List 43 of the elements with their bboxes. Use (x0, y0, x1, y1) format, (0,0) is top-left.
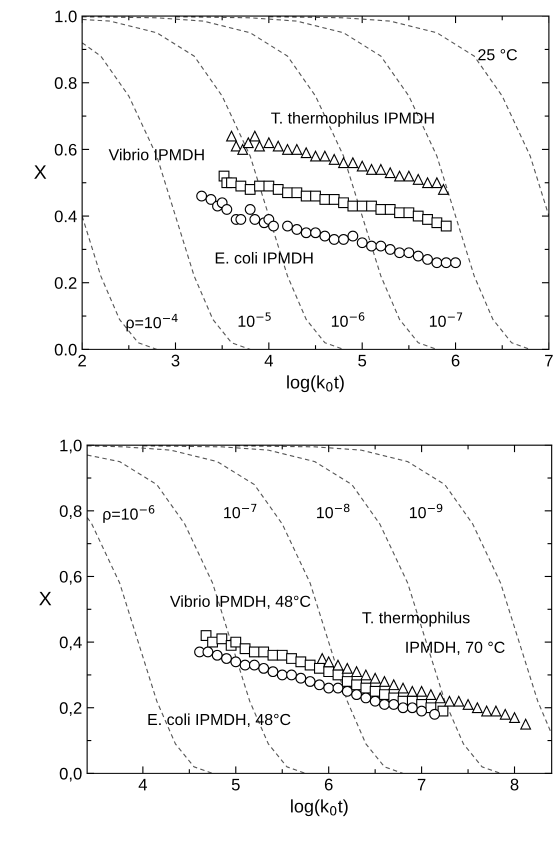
x-tick-label: 6 (324, 778, 333, 790)
x-tick-label: 3 (171, 354, 180, 366)
x-tick-label: 2 (78, 354, 86, 366)
annotation: ρ=10$^{−4}$ (126, 314, 178, 332)
y-tick-label: 0,6 (60, 570, 82, 585)
annotation: 10$^{−6}$ (332, 312, 364, 327)
annotation: Vibrio IPMDH, 48°C (170, 595, 310, 609)
annotation: 10$^{−9}$ (410, 504, 442, 518)
annotation: E. coli IPMDH, 48°C (148, 713, 290, 728)
x-axis-title: log(k$_{0}$t) (287, 375, 344, 392)
annotation: 25 °C (478, 49, 518, 60)
x-axis-title: log(k$_{0}$t) (291, 799, 348, 816)
x-tick-label: 4 (138, 778, 148, 790)
y-tick-label: 0,4 (60, 636, 82, 650)
y-tick-label: 0,0 (60, 768, 82, 782)
x-tick-label: 4 (264, 354, 273, 366)
y-tick-label: 1,0 (60, 440, 82, 454)
y-axis-title: X (34, 165, 46, 179)
y-tick-label: 1.0 (55, 10, 77, 22)
annotation: 10$^{−8}$ (317, 504, 350, 518)
y-tick-label: 0,2 (60, 702, 82, 716)
annotation: T. thermophilus IPMDH (271, 112, 434, 127)
annotation: T. thermophilus (362, 612, 470, 627)
annotation: Vibrio IPMDH (108, 148, 204, 160)
x-tick-label: 5 (232, 778, 240, 790)
y-tick-label: 0.6 (54, 144, 77, 156)
text: 0.0 (54, 344, 77, 356)
annotation: E. coli IPMDH (216, 252, 313, 264)
annotation: 10$^{−5}$ (238, 312, 271, 327)
annotation: 10$^{−7}$ (224, 504, 256, 518)
y-tick-label: 0.8 (54, 77, 77, 89)
annotation: IPMDH, 70 °C (406, 642, 505, 655)
x-tick-label: 7 (545, 354, 553, 366)
y-tick-label: 0,8 (60, 505, 82, 520)
x-tick-label: 7 (418, 778, 426, 790)
y-tick-label: 0.4 (54, 210, 77, 222)
x-tick-label: 8 (510, 778, 518, 790)
x-tick-label: 5 (358, 354, 366, 366)
annotation: ρ=10$^{−6}$ (103, 505, 154, 523)
y-axis-title: X (39, 592, 52, 606)
y-tick-label: 0.2 (54, 277, 76, 289)
x-tick-label: 6 (452, 354, 460, 366)
annotation: 10$^{−7}$ (430, 312, 462, 327)
